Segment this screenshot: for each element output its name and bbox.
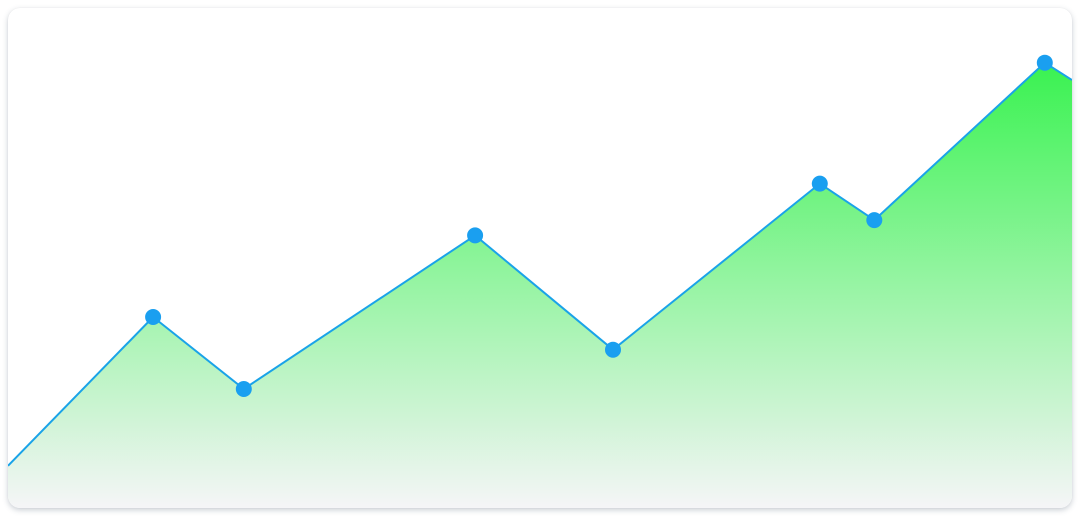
data-point[interactable] <box>1036 54 1053 71</box>
area-fill <box>8 62 1072 508</box>
data-point[interactable] <box>235 381 252 397</box>
data-point[interactable] <box>467 227 484 244</box>
data-point[interactable] <box>866 212 883 229</box>
data-point[interactable] <box>605 341 621 358</box>
data-point[interactable] <box>811 175 828 192</box>
data-point-layer <box>145 54 1053 397</box>
area-chart <box>8 54 1072 508</box>
chart-card <box>8 8 1072 508</box>
area-fill-layer <box>8 62 1072 508</box>
data-point[interactable] <box>145 309 162 325</box>
